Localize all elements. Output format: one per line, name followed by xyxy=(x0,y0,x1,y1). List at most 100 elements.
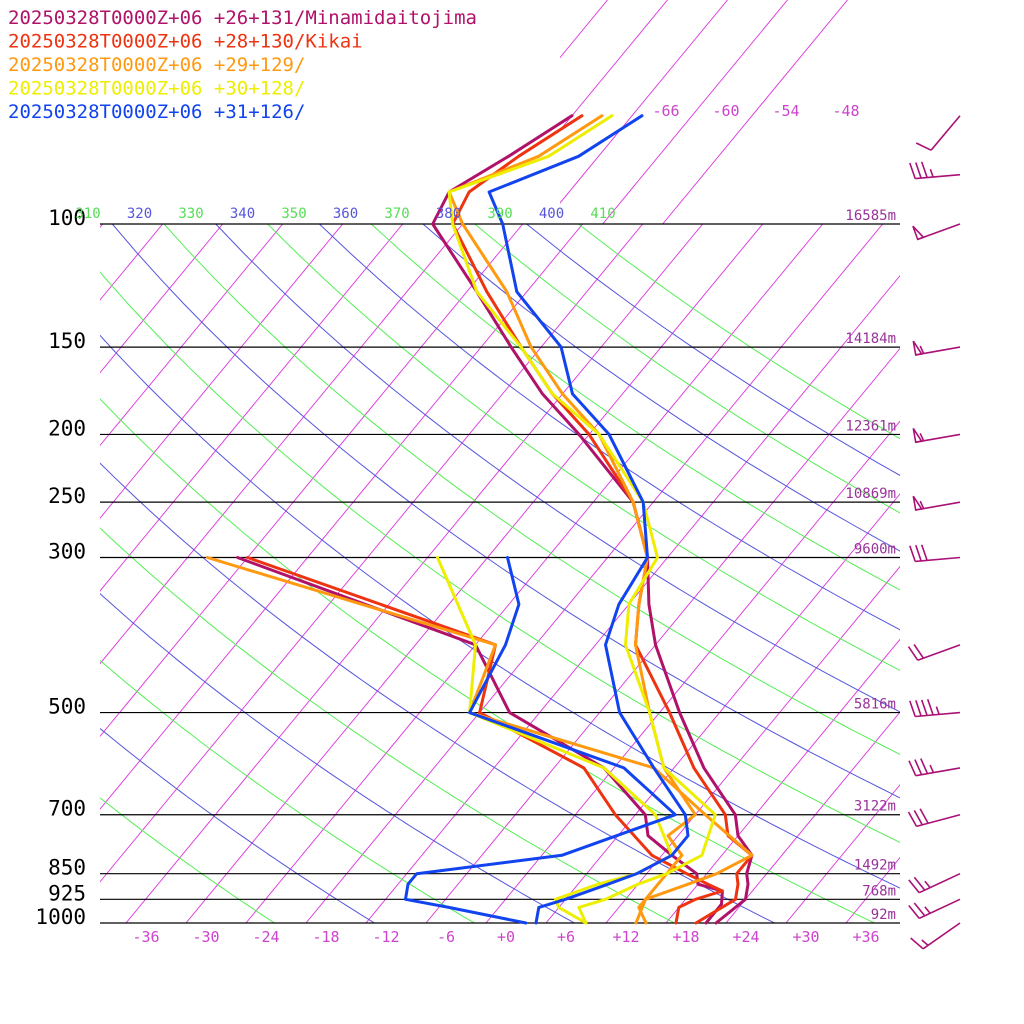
dry-adiabat-line xyxy=(100,527,675,923)
barb-full xyxy=(908,760,917,777)
barb-half xyxy=(929,168,934,178)
barb-full xyxy=(909,700,916,717)
legend-entry: 20250328T0000Z+06 +26+131/Minamidaitojim… xyxy=(8,7,477,29)
theta-label: 330 xyxy=(178,206,203,222)
isotherm-line xyxy=(605,565,900,923)
barb-flag xyxy=(912,427,923,444)
isotherm-line xyxy=(545,493,900,923)
dry-adiabat-line xyxy=(100,334,900,889)
wind-barbs xyxy=(907,115,961,950)
isotherm-line xyxy=(425,347,900,923)
isotherm-line xyxy=(485,420,900,923)
theta-label: 380 xyxy=(436,206,461,222)
height-label: 92m xyxy=(871,907,896,923)
theta-label: 360 xyxy=(333,206,358,222)
theta-label: 310 xyxy=(75,206,100,222)
pressure-label: 100 xyxy=(48,206,86,230)
barb-full xyxy=(920,544,928,561)
legend-entry: 20250328T0000Z+06 +29+129/ xyxy=(8,54,305,76)
barb-staff xyxy=(918,872,961,894)
temperature-tick-label: -12 xyxy=(372,928,399,946)
dry-adiabat-line xyxy=(100,797,275,923)
barb-full xyxy=(908,879,920,894)
isotherm-line xyxy=(100,224,404,592)
theta-label: 390 xyxy=(487,206,512,222)
barb-flag xyxy=(912,495,923,511)
barb-staff xyxy=(917,644,961,661)
isotherm-line xyxy=(560,0,728,204)
dewpoint-line xyxy=(236,556,724,925)
upper-isotherms xyxy=(560,0,848,224)
height-label: 14184m xyxy=(845,331,896,347)
theta-label: 400 xyxy=(539,206,564,222)
isotherm-line xyxy=(100,224,224,374)
temperature-tick-label: +6 xyxy=(557,928,575,946)
theta-label: 350 xyxy=(281,206,306,222)
isotherm-line xyxy=(966,224,1024,923)
barb-full xyxy=(915,142,932,151)
barb-staff xyxy=(915,173,961,180)
theta-label: 320 xyxy=(127,206,152,222)
pressure-label: 500 xyxy=(48,695,86,719)
barb-full xyxy=(920,161,928,178)
temperature-tick-label: -24 xyxy=(252,928,279,946)
upper-temperature-label: -54 xyxy=(772,102,799,120)
isotherm-line xyxy=(125,224,704,923)
barb-staff xyxy=(915,711,961,718)
isotherm-line xyxy=(305,224,884,923)
height-label: 1492m xyxy=(854,858,896,874)
theta-label: 340 xyxy=(230,206,255,222)
temperature-line xyxy=(431,114,754,925)
barb-full xyxy=(915,700,922,717)
temperature-tick-label: +36 xyxy=(852,928,879,946)
barb-staff xyxy=(915,556,961,563)
temperature-tick-label: +0 xyxy=(497,928,515,946)
barb-half xyxy=(924,906,931,914)
barb-full xyxy=(913,810,923,826)
dewpoint-line xyxy=(206,556,754,925)
height-label: 5816m xyxy=(854,697,896,713)
pressure-label: 300 xyxy=(48,540,86,564)
wind-barb xyxy=(909,699,961,718)
barb-flag xyxy=(912,225,925,241)
wind-barb xyxy=(912,427,961,444)
dewpoint-line xyxy=(246,556,724,925)
pressure-label: 150 xyxy=(48,329,86,353)
barb-full xyxy=(919,808,929,824)
pressure-label: 200 xyxy=(48,416,86,440)
wind-barb xyxy=(908,898,961,920)
wind-barb xyxy=(908,758,961,777)
wind-barb xyxy=(915,115,961,151)
theta-label: 370 xyxy=(384,206,409,222)
legend-entry: 20250328T0000Z+06 +30+128/ xyxy=(8,78,305,100)
isotherm-line xyxy=(100,224,524,738)
wind-barb xyxy=(907,644,961,661)
dewpoint-line xyxy=(404,556,677,925)
barb-half xyxy=(919,432,925,442)
upper-temperature-label: -48 xyxy=(832,102,859,120)
barb-half xyxy=(919,345,925,354)
wind-barb xyxy=(909,161,961,180)
wind-barb xyxy=(912,495,961,511)
isotherm-line xyxy=(602,0,788,224)
height-label: 768m xyxy=(862,883,896,899)
pressure-label: 1000 xyxy=(35,905,86,929)
height-label: 9600m xyxy=(854,542,896,558)
isotherm-line xyxy=(662,0,848,224)
barb-full xyxy=(913,644,925,659)
isotherm-line xyxy=(245,224,824,923)
wind-barb xyxy=(910,922,961,950)
background-grid xyxy=(100,0,1024,923)
temperature-line xyxy=(487,114,690,925)
barb-staff xyxy=(918,898,961,920)
isotherm-line xyxy=(185,224,764,923)
temperature-tick-label: -18 xyxy=(312,928,339,946)
dry-adiabat-line xyxy=(474,224,900,514)
theta-label: 410 xyxy=(590,206,615,222)
barb-half xyxy=(935,706,940,715)
isotherm-line xyxy=(100,224,284,447)
wind-barb xyxy=(912,223,961,241)
barb-full xyxy=(914,759,923,776)
pressure-label: 850 xyxy=(48,856,86,880)
legend: 20250328T0000Z+06 +26+131/Minamidaitojim… xyxy=(8,7,477,123)
